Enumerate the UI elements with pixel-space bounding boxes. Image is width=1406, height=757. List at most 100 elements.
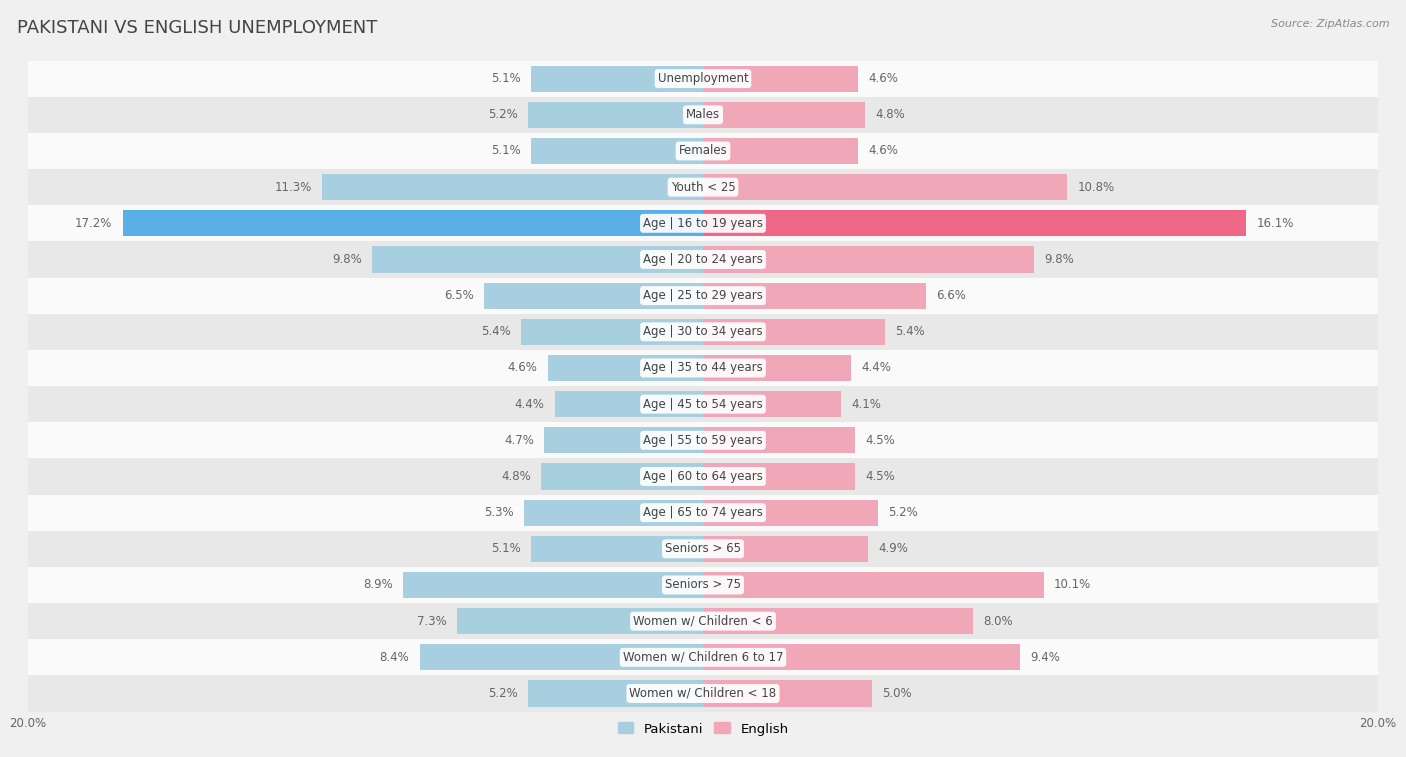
Text: 4.5%: 4.5% [865, 470, 894, 483]
Text: 9.8%: 9.8% [1043, 253, 1074, 266]
Bar [527, 681, 703, 706]
Text: 9.8%: 9.8% [332, 253, 363, 266]
Bar [703, 101, 865, 128]
Text: Women w/ Children < 6: Women w/ Children < 6 [633, 615, 773, 628]
Text: Age | 35 to 44 years: Age | 35 to 44 years [643, 362, 763, 375]
Bar [531, 66, 703, 92]
Bar [28, 422, 1378, 459]
Bar [703, 355, 852, 381]
Text: Youth < 25: Youth < 25 [671, 181, 735, 194]
Bar [484, 282, 703, 309]
Text: Age | 20 to 24 years: Age | 20 to 24 years [643, 253, 763, 266]
Bar [28, 278, 1378, 313]
Bar [703, 66, 858, 92]
Bar [28, 205, 1378, 241]
Bar [373, 247, 703, 273]
Bar [457, 608, 703, 634]
Text: 17.2%: 17.2% [75, 217, 112, 230]
Bar [419, 644, 703, 671]
Legend: Pakistani, English: Pakistani, English [612, 717, 794, 741]
Text: Males: Males [686, 108, 720, 121]
Text: 4.8%: 4.8% [875, 108, 905, 121]
Text: 8.9%: 8.9% [363, 578, 392, 591]
Text: 5.1%: 5.1% [491, 542, 520, 556]
Text: 5.2%: 5.2% [488, 108, 517, 121]
Bar [548, 355, 703, 381]
Bar [703, 210, 1246, 236]
Bar [703, 138, 858, 164]
Text: 4.7%: 4.7% [505, 434, 534, 447]
Bar [28, 169, 1378, 205]
Text: 4.4%: 4.4% [862, 362, 891, 375]
Bar [28, 531, 1378, 567]
Text: 4.6%: 4.6% [508, 362, 537, 375]
Bar [703, 681, 872, 706]
Text: PAKISTANI VS ENGLISH UNEMPLOYMENT: PAKISTANI VS ENGLISH UNEMPLOYMENT [17, 19, 377, 37]
Text: Age | 45 to 54 years: Age | 45 to 54 years [643, 397, 763, 410]
Bar [531, 138, 703, 164]
Text: 4.4%: 4.4% [515, 397, 544, 410]
Bar [531, 536, 703, 562]
Bar [28, 313, 1378, 350]
Bar [703, 427, 855, 453]
Bar [322, 174, 703, 200]
Bar [28, 567, 1378, 603]
Bar [28, 603, 1378, 639]
Bar [28, 494, 1378, 531]
Text: 10.8%: 10.8% [1077, 181, 1115, 194]
Bar [28, 639, 1378, 675]
Text: 4.5%: 4.5% [865, 434, 894, 447]
Bar [28, 386, 1378, 422]
Text: 5.1%: 5.1% [491, 72, 520, 85]
Text: 16.1%: 16.1% [1257, 217, 1294, 230]
Bar [28, 133, 1378, 169]
Text: Age | 60 to 64 years: Age | 60 to 64 years [643, 470, 763, 483]
Text: 6.6%: 6.6% [936, 289, 966, 302]
Text: Women w/ Children 6 to 17: Women w/ Children 6 to 17 [623, 651, 783, 664]
Bar [544, 427, 703, 453]
Bar [524, 500, 703, 525]
Bar [122, 210, 703, 236]
Text: 8.0%: 8.0% [983, 615, 1012, 628]
Bar [703, 644, 1021, 671]
Text: Females: Females [679, 145, 727, 157]
Bar [703, 572, 1043, 598]
Bar [703, 282, 925, 309]
Text: Age | 16 to 19 years: Age | 16 to 19 years [643, 217, 763, 230]
Text: 5.2%: 5.2% [889, 506, 918, 519]
Text: 4.1%: 4.1% [852, 397, 882, 410]
Text: Age | 55 to 59 years: Age | 55 to 59 years [643, 434, 763, 447]
Bar [28, 459, 1378, 494]
Text: Unemployment: Unemployment [658, 72, 748, 85]
Text: Age | 30 to 34 years: Age | 30 to 34 years [643, 326, 763, 338]
Bar [703, 247, 1033, 273]
Bar [703, 500, 879, 525]
Bar [554, 391, 703, 417]
Text: 10.1%: 10.1% [1054, 578, 1091, 591]
Text: 5.4%: 5.4% [896, 326, 925, 338]
Bar [703, 608, 973, 634]
Bar [703, 319, 886, 345]
Bar [28, 97, 1378, 133]
Text: 4.6%: 4.6% [869, 72, 898, 85]
Text: Seniors > 65: Seniors > 65 [665, 542, 741, 556]
Bar [541, 463, 703, 490]
Bar [28, 241, 1378, 278]
Text: 8.4%: 8.4% [380, 651, 409, 664]
Text: 5.3%: 5.3% [485, 506, 515, 519]
Bar [28, 350, 1378, 386]
Text: Women w/ Children < 18: Women w/ Children < 18 [630, 687, 776, 700]
Bar [28, 675, 1378, 712]
Text: 5.0%: 5.0% [882, 687, 911, 700]
Text: 11.3%: 11.3% [274, 181, 312, 194]
Text: 6.5%: 6.5% [444, 289, 474, 302]
Text: 7.3%: 7.3% [416, 615, 447, 628]
Text: 4.9%: 4.9% [879, 542, 908, 556]
Text: 5.4%: 5.4% [481, 326, 510, 338]
Bar [703, 463, 855, 490]
Bar [520, 319, 703, 345]
Bar [527, 101, 703, 128]
Bar [703, 391, 841, 417]
Bar [703, 536, 869, 562]
Bar [703, 174, 1067, 200]
